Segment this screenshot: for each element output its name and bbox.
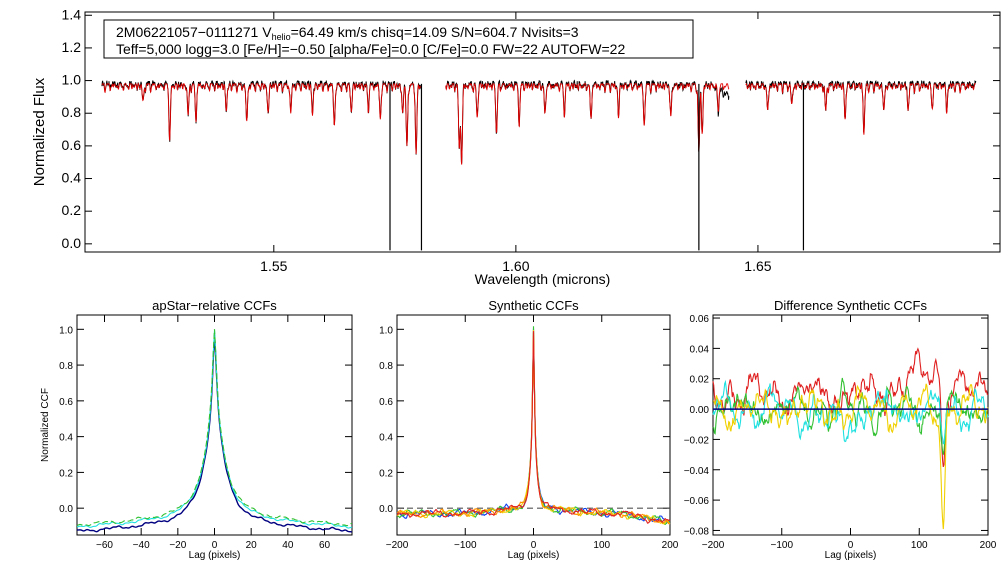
y-tick-label: 0.8 [59,361,73,372]
y-tick-label: 1.0 [62,72,82,88]
x-tick-label: 40 [282,540,294,551]
x-tick-label: 0 [531,540,537,551]
y-tick-label: −0.02 [684,435,710,446]
x-tick-label: −100 [770,540,793,551]
x-axis-label: Lag (pixels) [189,550,241,561]
chart-title: Difference Synthetic CCFs [774,298,927,313]
y-tick-label: 0.02 [690,375,710,386]
apstar-ccf-line-3 [76,329,352,527]
difference-ccf-chart: −200 −100 0 100 200 0.06 0.04 0.02 0.00 −0.02 −0.0… [684,298,997,561]
y-tick-label: 0.4 [379,433,393,444]
x-tick-label: −200 [702,540,725,551]
y-tick-label: 1.0 [379,325,393,336]
y-axis-label: Normalized Flux [31,77,48,186]
y-tick-label: 0.6 [62,137,82,153]
difference-ccf-line-2 [712,377,989,455]
model-spectrum-chip-1 [101,82,422,155]
x-tick-label: 100 [593,540,610,551]
x-tick-label: 20 [246,540,258,551]
x-tick-label: 1.65 [744,258,771,274]
synthetic-ccf-chart: −200 −100 0 100 200 0.0 0.2 0.4 0.6 0.8 1.0 Synthet… [379,298,679,561]
model-spectrum-chip-2 [445,82,730,165]
y-tick-label: 1.0 [59,325,73,336]
y-tick-label: 1.4 [62,6,82,22]
y-tick-label: 0.0 [62,235,82,251]
y-axis-label: Normalized CCF [40,388,51,462]
x-tick-label: 0 [848,540,854,551]
y-tick-label: −0.06 [684,496,710,507]
x-tick-label: −60 [96,540,113,551]
vhelio-label: V [262,24,272,40]
apstar-ccf-line-1 [76,334,353,533]
x-tick-label: 200 [662,540,679,551]
x-tick-label: 1.55 [260,258,287,274]
y-tick-label: −0.04 [684,466,710,477]
y-tick-label: −0.08 [684,526,710,537]
difference-ccf-line-4 [713,383,989,530]
observed-spectrum-chip-2 [445,79,730,164]
chart-title: apStar−relative CCFs [152,298,277,313]
vhelio-value: =64.49 km/s chisq=14.09 S/N=604.7 Nvisit… [291,24,579,40]
y-tick-label: 0.00 [690,405,710,416]
y-tick-label: 0.0 [59,504,73,515]
y-tick-label: 0.2 [379,468,393,479]
x-tick-label: −40 [133,540,150,551]
y-tick-label: 0.2 [59,468,73,479]
synthetic-ccf-line-4 [396,330,671,525]
difference-ccf-line-3 [712,379,989,445]
y-tick-label: 1.2 [62,39,82,55]
difference-ccf-line-1 [712,347,989,468]
spectrum-chart: 1.55 1.60 1.65 0.0 0.2 0.4 0.6 0.8 1.0 1.2 1.4 Wave… [31,6,1001,287]
info-line-2: Teff=5,000 logg=3.0 [Fe/H]=−0.50 [alpha/… [116,41,625,57]
x-axis-label: Wavelength (microns) [475,271,611,287]
object-id: 2M06221057−0111271 [116,24,259,40]
model-spectrum-chip-3 [745,82,976,135]
x-tick-label: −20 [169,540,186,551]
x-tick-label: −100 [454,540,477,551]
x-tick-label: −200 [386,540,409,551]
chart-title: Synthetic CCFs [488,298,579,313]
y-tick-label: 0.4 [62,170,82,186]
y-tick-label: 0.04 [690,344,710,355]
x-axis-label: Lag (pixels) [508,550,560,561]
y-tick-label: 0.0 [379,504,393,515]
plot-frame [84,11,1001,253]
y-tick-label: 0.8 [379,361,393,372]
x-tick-label: 60 [319,540,331,551]
info-line-1: 2M06221057−0111271 Vhelio=64.49 km/s chi… [116,24,579,42]
y-tick-label: 0.06 [690,314,710,325]
y-tick-label: 0.4 [59,433,73,444]
y-tick-label: 0.8 [62,104,82,120]
x-tick-label: 100 [911,540,928,551]
apstar-ccf-chart: −60 −40 −20 0 20 40 60 0.0 0.2 0.4 0.6 0.8 1.0 apStar… [40,298,353,561]
vhelio-subscript: helio [272,32,291,42]
x-axis-label: Lag (pixels) [825,550,877,561]
y-tick-label: 0.2 [62,202,82,218]
x-tick-label: 0 [212,540,218,551]
info-box: 2M06221057−0111271 Vhelio=64.49 km/s chi… [103,19,694,59]
x-tick-label: 200 [980,540,997,551]
observed-spectrum-chip-1 [101,79,422,155]
y-tick-label: 0.6 [59,397,73,408]
synthetic-ccf-line-5 [396,331,671,524]
x-tick-label: 1.60 [502,258,529,274]
y-tick-label: 0.6 [379,397,393,408]
apstar-ccf-line-2 [77,330,353,529]
